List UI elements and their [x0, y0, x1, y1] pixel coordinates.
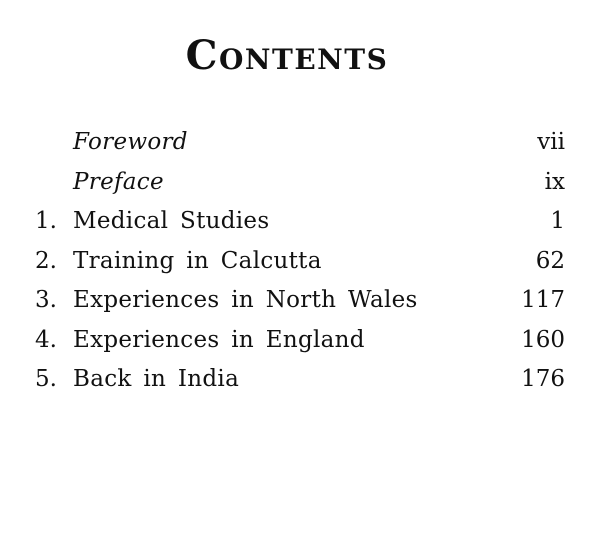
toc-entry-page: 62: [535, 247, 565, 274]
toc-list: Foreword vii Preface ix 1. Medical Studi…: [35, 123, 565, 400]
toc-entry-number: 4.: [35, 326, 57, 353]
toc-entry-title: Medical Studies: [73, 208, 270, 234]
toc-entry-page: 1: [550, 208, 565, 234]
toc-entry-title: Training in Calcutta: [73, 247, 322, 274]
toc-entry: Preface ix: [35, 163, 565, 203]
toc-entry: Foreword vii: [35, 123, 565, 163]
toc-entry-page: ix: [544, 168, 565, 195]
toc-entry-number: 1.: [35, 208, 57, 234]
toc-entry: 3. Experiences in North Wales 117: [35, 281, 565, 321]
toc-entry-page: 160: [521, 326, 565, 353]
toc-entry-title: Experiences in North Wales: [73, 287, 418, 313]
toc-entry-number: 3.: [35, 287, 57, 313]
toc-entry-page: 176: [521, 366, 565, 392]
toc-entry-page: 117: [521, 287, 565, 313]
toc-entry-number: 2.: [35, 247, 57, 274]
toc-entry-number: 5.: [35, 366, 57, 392]
toc-entry-page: vii: [537, 129, 565, 155]
toc-entry-title: Foreword: [73, 129, 188, 155]
toc-entry: 4. Experiences in England 160: [35, 321, 565, 361]
page-title: Contents: [185, 32, 389, 79]
toc-entry: 2. Training in Calcutta 62: [35, 242, 565, 282]
toc-entry-title: Preface: [73, 168, 164, 195]
toc-entry: 5. Back in India 176: [35, 360, 565, 400]
toc-entry: 1. Medical Studies 1: [35, 202, 565, 242]
toc-entry-title: Back in India: [73, 366, 240, 392]
toc-entry-title: Experiences in England: [73, 326, 365, 353]
